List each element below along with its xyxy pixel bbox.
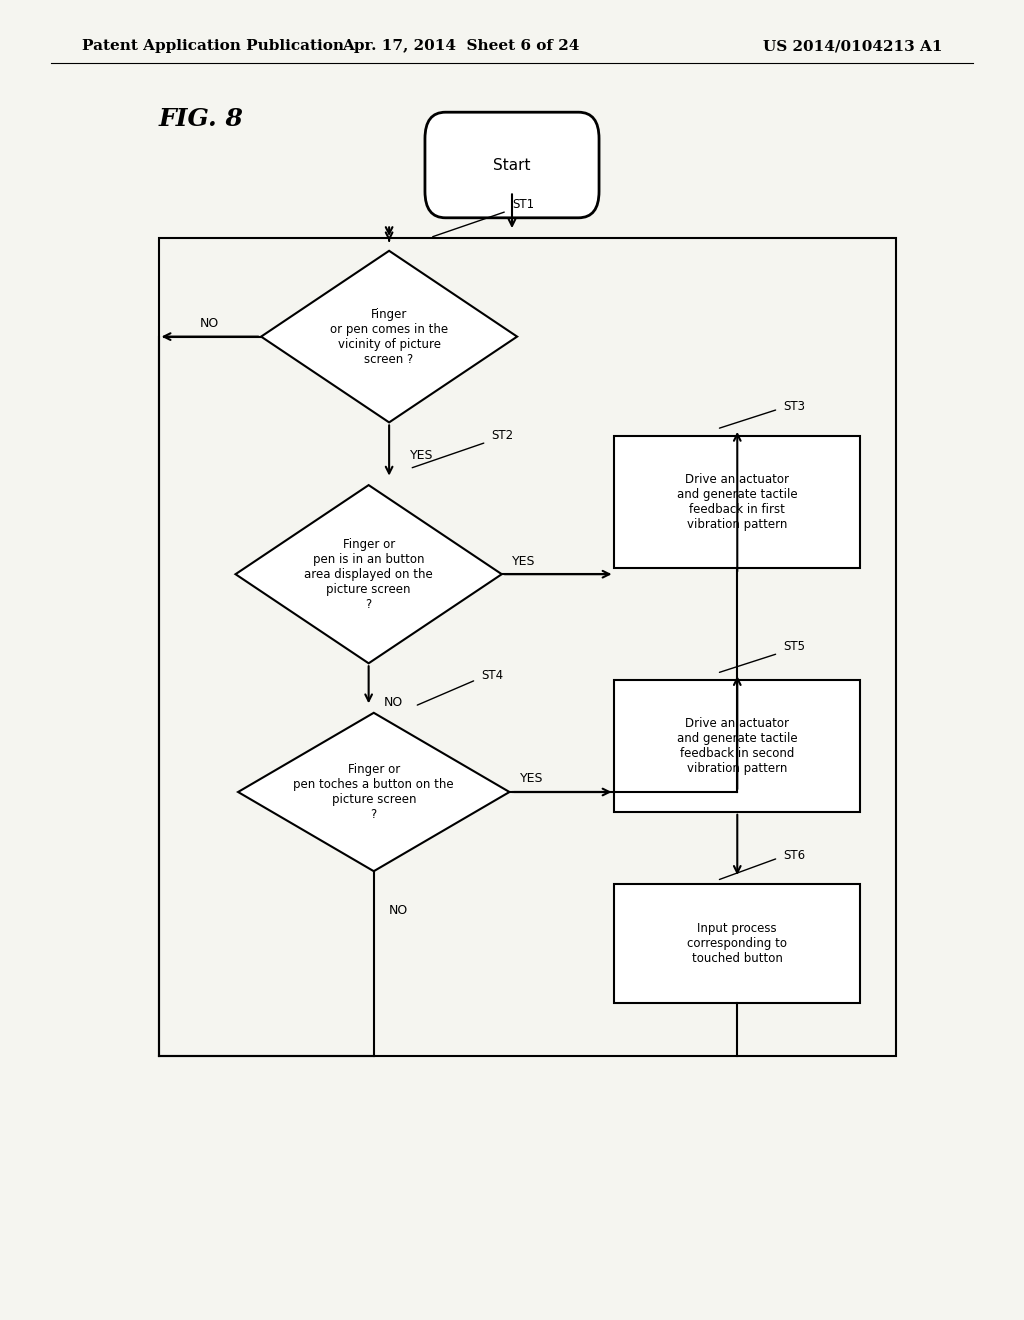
Bar: [614, 436, 860, 568]
Polygon shape: [236, 486, 502, 664]
Text: ST5: ST5: [783, 640, 805, 653]
Text: NO: NO: [384, 697, 403, 709]
Text: Drive an actuator
and generate tactile
feedback in first
vibration pattern: Drive an actuator and generate tactile f…: [677, 473, 798, 531]
Text: Finger or
pen is in an button
area displayed on the
picture screen
?: Finger or pen is in an button area displ…: [304, 537, 433, 611]
Text: Finger or
pen toches a button on the
picture screen
?: Finger or pen toches a button on the pic…: [294, 763, 454, 821]
Text: Drive an actuator
and generate tactile
feedback in second
vibration pattern: Drive an actuator and generate tactile f…: [677, 717, 798, 775]
Text: NO: NO: [200, 317, 219, 330]
Text: Input process
corresponding to
touched button: Input process corresponding to touched b…: [687, 923, 787, 965]
Bar: [614, 884, 860, 1003]
Text: ST1: ST1: [512, 198, 535, 211]
Polygon shape: [261, 251, 517, 422]
Text: ST6: ST6: [783, 849, 806, 862]
Text: Start: Start: [494, 157, 530, 173]
Text: YES: YES: [519, 772, 543, 785]
Bar: [159, 238, 896, 1056]
Text: Apr. 17, 2014  Sheet 6 of 24: Apr. 17, 2014 Sheet 6 of 24: [342, 40, 580, 53]
Bar: [614, 680, 860, 812]
Text: US 2014/0104213 A1: US 2014/0104213 A1: [763, 40, 942, 53]
Text: FIG. 8: FIG. 8: [159, 107, 244, 131]
Polygon shape: [238, 713, 510, 871]
Text: YES: YES: [512, 554, 536, 568]
Text: NO: NO: [389, 904, 409, 917]
Text: YES: YES: [410, 449, 433, 462]
FancyBboxPatch shape: [425, 112, 599, 218]
Text: ST2: ST2: [492, 429, 514, 442]
Text: ST3: ST3: [783, 400, 805, 413]
Text: ST4: ST4: [481, 669, 504, 682]
Text: Patent Application Publication: Patent Application Publication: [82, 40, 344, 53]
Text: Finger
or pen comes in the
vicinity of picture
screen ?: Finger or pen comes in the vicinity of p…: [330, 308, 449, 366]
